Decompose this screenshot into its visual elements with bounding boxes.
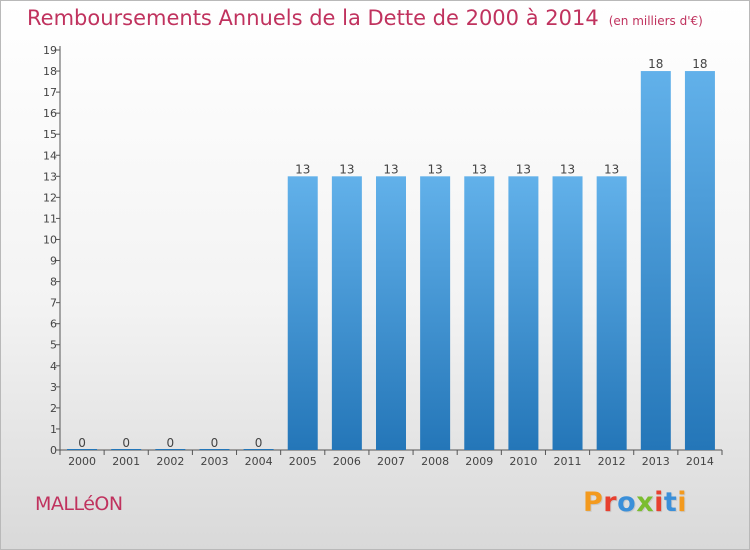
bar — [464, 176, 495, 450]
bar-value-label: 13 — [472, 162, 487, 176]
x-tick-label: 2002 — [156, 455, 184, 468]
chart-title-unit: (en milliers d'€) — [608, 14, 703, 28]
bar — [508, 176, 539, 450]
chart-title-text: Remboursements Annuels de la Dette de 20… — [27, 6, 599, 30]
x-tick-label: 2012 — [598, 455, 626, 468]
logo-letter: P — [583, 487, 604, 518]
proxiti-logo[interactable]: Proxiti — [583, 487, 687, 518]
x-tick-label: 2009 — [465, 455, 493, 468]
x-tick-label: 2003 — [200, 455, 228, 468]
bar — [640, 71, 671, 450]
x-tick-label: 2001 — [112, 455, 140, 468]
bar-value-label: 0 — [255, 436, 263, 450]
bar — [287, 176, 318, 450]
y-tick-label: 4 — [50, 360, 57, 373]
x-tick-label: 2014 — [686, 455, 714, 468]
y-tick-label: 12 — [43, 191, 57, 204]
y-tick-label: 10 — [43, 233, 57, 246]
bar-value-label: 13 — [339, 162, 354, 176]
bar — [596, 176, 627, 450]
bar-value-label: 0 — [78, 436, 86, 450]
y-tick-label: 18 — [43, 65, 57, 78]
bar — [552, 176, 583, 450]
x-tick-label: 2000 — [68, 455, 96, 468]
y-tick-label: 7 — [50, 297, 57, 310]
x-tick-label: 2011 — [554, 455, 582, 468]
y-tick-label: 11 — [43, 212, 57, 225]
y-tick-label: 13 — [43, 170, 57, 183]
x-axis: 2000 2001 2002 2003 2004 2005 2006 2007 2008 2009… — [59, 449, 723, 468]
y-tick-label: 6 — [50, 318, 57, 331]
x-tick-label: 2005 — [289, 455, 317, 468]
bar-value-label: 18 — [648, 57, 663, 71]
y-tick-label: 9 — [50, 255, 57, 268]
bar-value-label: 0 — [167, 436, 175, 450]
bar-value-label: 0 — [122, 436, 130, 450]
bar — [684, 71, 715, 450]
x-tick-label: 2008 — [421, 455, 449, 468]
y-tick-label: 2 — [50, 402, 57, 415]
x-tick-label: 2004 — [245, 455, 273, 468]
bar-value-label: 13 — [560, 162, 575, 176]
logo-letter: i — [677, 487, 688, 518]
x-tick-label: 2007 — [377, 455, 405, 468]
y-tick-label: 15 — [43, 128, 57, 141]
y-tick-label: 1 — [50, 423, 57, 436]
y-tick-label: 5 — [50, 339, 57, 352]
bar-value-label: 0 — [211, 436, 219, 450]
bar-value-label: 13 — [516, 162, 531, 176]
bar — [420, 176, 451, 450]
bar-value-label: 13 — [427, 162, 442, 176]
logo-letter: r — [603, 487, 618, 518]
bar-value-label: 13 — [383, 162, 398, 176]
bar-value-label: 18 — [692, 57, 707, 71]
y-tick-label: 0 — [50, 444, 57, 457]
y-tick-label: 14 — [43, 149, 57, 162]
y-tick-label: 16 — [43, 107, 57, 120]
chart-title: Remboursements Annuels de la Dette de 20… — [27, 6, 703, 30]
x-tick-label: 2006 — [333, 455, 361, 468]
logo-letter: o — [617, 487, 637, 518]
y-tick-label: 3 — [50, 381, 57, 394]
bar — [376, 176, 406, 450]
city-name: MALLéON — [35, 493, 123, 515]
logo-letter: x — [636, 487, 655, 518]
x-tick-label: 2013 — [642, 455, 670, 468]
y-tick-label: 8 — [50, 276, 57, 289]
bar — [331, 176, 362, 450]
x-tick-label: 2010 — [509, 455, 537, 468]
logo-letter: t — [663, 487, 678, 518]
bar-value-label: 13 — [295, 162, 310, 176]
y-tick-label: 19 — [43, 44, 57, 57]
y-tick-label: 17 — [43, 86, 57, 99]
bar-value-label: 13 — [604, 162, 619, 176]
logo-letter: i — [654, 487, 664, 518]
bars: 0 0 0 0 0 13 13 13 13 13 13 13 13 18 18 — [67, 57, 715, 450]
